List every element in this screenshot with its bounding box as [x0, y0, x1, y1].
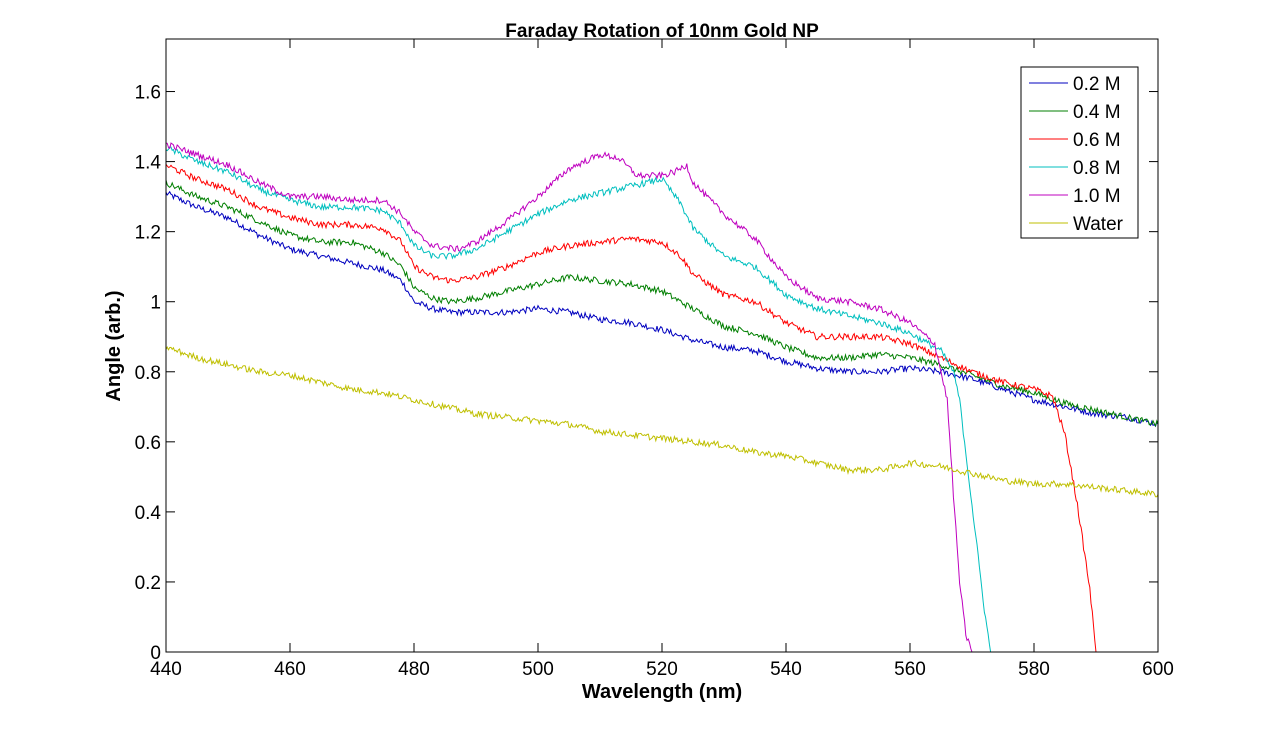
y-tick-label-1: 0.2 — [135, 573, 161, 594]
y-tick-label-3: 0.6 — [135, 433, 161, 454]
y-tick-label-0: 0 — [150, 643, 161, 664]
x-tick-label-2: 480 — [398, 659, 430, 680]
y-tick-label-4: 0.8 — [135, 363, 161, 384]
series-line-1 — [165, 179, 1159, 428]
legend-label-0: 0.2 M — [1073, 74, 1121, 95]
legend-items: 0.2 M 0.4 M 0.6 M 0.8 M 1.0 M Water — [1029, 74, 1124, 235]
x-tick-label-0: 440 — [150, 659, 182, 680]
x-tick-label-1: 460 — [274, 659, 306, 680]
series-line-5 — [165, 345, 1159, 498]
y-tick-label-6: 1.2 — [135, 223, 161, 244]
x-tick-label-8: 600 — [1142, 659, 1174, 680]
x-tick-label-7: 580 — [1018, 659, 1050, 680]
y-tick-label-2: 0.4 — [135, 503, 162, 524]
x-tick-label-6: 560 — [894, 659, 926, 680]
axes-box — [165, 38, 1159, 653]
plot-area — [166, 39, 1158, 652]
legend-label-5: Water — [1073, 214, 1124, 235]
series-line-0 — [165, 190, 1159, 428]
series-line-2 — [165, 164, 1158, 653]
y-tick-label-7: 1.4 — [135, 153, 162, 174]
x-axis-label: Wavelength (nm) — [582, 681, 742, 703]
x-tick-label-3: 500 — [522, 659, 554, 680]
legend-label-3: 0.8 M — [1073, 158, 1121, 179]
legend-label-2: 0.6 M — [1073, 130, 1121, 151]
ticks-layer: 440 460 480 500 520 540 560 580 600 0 0.2 0.4 0.6 0.8… — [135, 39, 1174, 680]
legend-label-1: 0.4 M — [1073, 102, 1121, 123]
y-axis-label: Angle (arb.) — [103, 290, 125, 401]
chart-title: Faraday Rotation of 10nm Gold NP — [505, 21, 819, 42]
legend-label-4: 1.0 M — [1073, 186, 1121, 207]
x-tick-label-4: 520 — [646, 659, 678, 680]
legend: 0.2 M 0.4 M 0.6 M 0.8 M 1.0 M Water — [1020, 66, 1139, 239]
x-tick-label-5: 540 — [770, 659, 802, 680]
y-tick-label-5: 1 — [150, 293, 161, 314]
legend-box — [1020, 66, 1139, 239]
y-tick-label-8: 1.6 — [135, 83, 161, 104]
